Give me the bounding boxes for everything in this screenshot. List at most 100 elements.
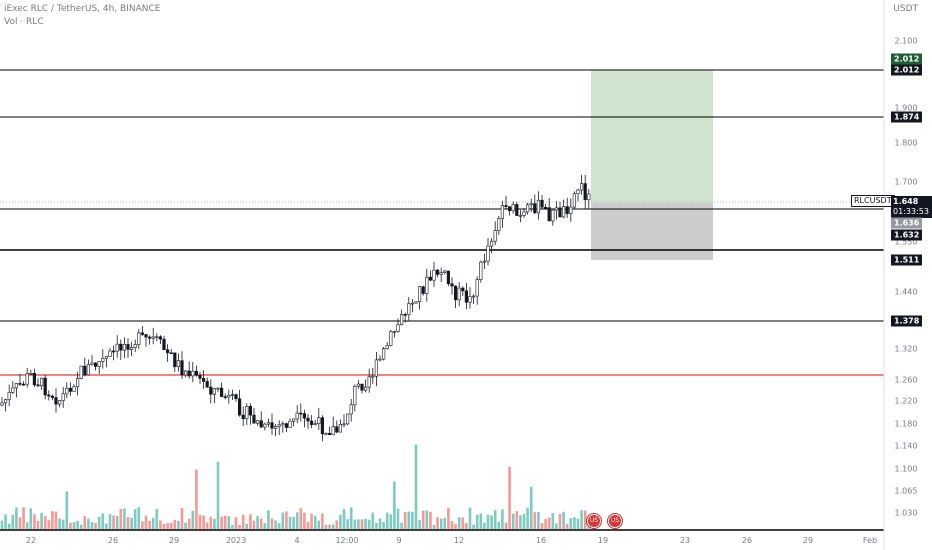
volume-bar — [533, 512, 537, 529]
volume-bar — [537, 511, 540, 529]
volume-bar — [396, 508, 400, 529]
current-line-label[interactable]: 1.632 — [891, 229, 923, 241]
chart-title[interactable]: iExec RLC / TetherUS, 4h, BINANCE — [4, 4, 161, 14]
volume-bar — [292, 517, 295, 529]
candle-body — [335, 426, 339, 433]
price-tick: 1.180 — [894, 419, 918, 429]
candle-body — [561, 206, 566, 218]
volume-bar — [141, 521, 144, 529]
candle-body — [558, 207, 562, 218]
take-profit-label[interactable]: 2.012 — [891, 53, 923, 65]
candle-body — [284, 423, 289, 428]
us-flag-icon[interactable]: US — [608, 514, 622, 528]
volume-bar — [457, 517, 461, 529]
volume-bar — [353, 519, 357, 529]
candle-body — [569, 206, 573, 214]
candle-body — [230, 394, 235, 396]
candle-body — [543, 206, 548, 209]
candle-body — [57, 400, 62, 405]
candle-body — [486, 245, 490, 262]
volume-bar — [411, 511, 414, 529]
volume-bar — [126, 517, 130, 529]
candle-body — [295, 412, 299, 420]
volume-bar — [173, 519, 177, 529]
candle-body — [403, 314, 407, 316]
volume-bar — [162, 523, 166, 529]
candle-body — [166, 349, 170, 354]
volume-group — [0, 444, 591, 529]
us-flag-icon[interactable]: US — [587, 514, 601, 528]
volume-bar — [69, 522, 72, 529]
volume-bar — [483, 522, 486, 529]
candle-body — [61, 393, 65, 401]
candles-group — [0, 174, 591, 442]
candle-body — [220, 387, 224, 397]
candle-body — [504, 205, 508, 207]
candle-body — [29, 372, 33, 375]
candle-body — [234, 394, 238, 400]
volume-bar — [267, 510, 270, 529]
candle-body — [133, 344, 137, 348]
volume-bar — [407, 511, 411, 529]
candle-body — [50, 395, 54, 398]
volume-bar — [479, 513, 483, 529]
volume-bar — [493, 510, 497, 529]
entry-label[interactable]: 1.636 — [891, 217, 923, 229]
volume-bar — [22, 507, 25, 529]
time-tick: 26 — [741, 536, 753, 545]
time-tick: 12 — [453, 536, 465, 545]
candle-body — [299, 412, 303, 415]
candle-body — [25, 373, 29, 385]
candle-body — [140, 332, 145, 335]
candle-body — [529, 203, 533, 206]
volume-bar — [231, 524, 234, 529]
support-label[interactable]: 1.378 — [891, 315, 923, 327]
volume-bar — [331, 524, 335, 529]
candle-body — [39, 377, 44, 387]
volume-bar — [202, 515, 205, 529]
symbol-label: RLCUSDT — [851, 195, 895, 207]
volume-bar — [169, 522, 173, 529]
volume-bar — [245, 523, 249, 529]
volume-bar — [155, 508, 159, 529]
price-axis-unit[interactable]: USDT — [893, 4, 918, 14]
volume-bar — [166, 523, 169, 529]
stop-label[interactable]: 1.511 — [891, 254, 923, 266]
candle-body — [353, 385, 357, 406]
candle-body — [4, 399, 8, 404]
volume-bar — [519, 515, 522, 529]
candle-body — [342, 423, 346, 426]
volume-bar — [475, 514, 479, 529]
candle-body — [435, 269, 440, 275]
volume-bar — [76, 520, 79, 529]
resistance-label[interactable]: 1.874 — [891, 111, 923, 123]
candle-body — [500, 205, 505, 219]
candle-body — [162, 338, 166, 351]
candle-body — [522, 211, 526, 216]
volume-bar — [234, 517, 238, 529]
candle-body — [158, 336, 163, 340]
candle-body — [205, 381, 209, 388]
candle-body — [101, 358, 105, 362]
candle-body — [313, 423, 317, 426]
candle-body — [407, 303, 411, 315]
candle-body — [223, 396, 227, 398]
candle-body — [155, 336, 159, 339]
volume-bar — [15, 507, 18, 529]
candle-body — [453, 285, 458, 301]
volume-bar — [547, 517, 551, 529]
price-tick: 1.100 — [894, 464, 918, 474]
candle-body — [572, 193, 576, 208]
candle-body — [151, 336, 155, 339]
volume-bar — [65, 491, 69, 529]
bar-countdown: 01:33:53 — [893, 207, 929, 216]
price-tick: 1.900 — [894, 103, 918, 113]
volume-bar — [562, 511, 565, 529]
candle-body — [471, 295, 476, 298]
take-profit-line-label[interactable]: 2.012 — [891, 64, 923, 76]
price-tick: 2.100 — [894, 36, 918, 46]
volume-bar — [450, 521, 454, 529]
volume-bar — [299, 508, 303, 529]
volume-indicator-label[interactable]: Vol · RLC — [4, 17, 44, 27]
